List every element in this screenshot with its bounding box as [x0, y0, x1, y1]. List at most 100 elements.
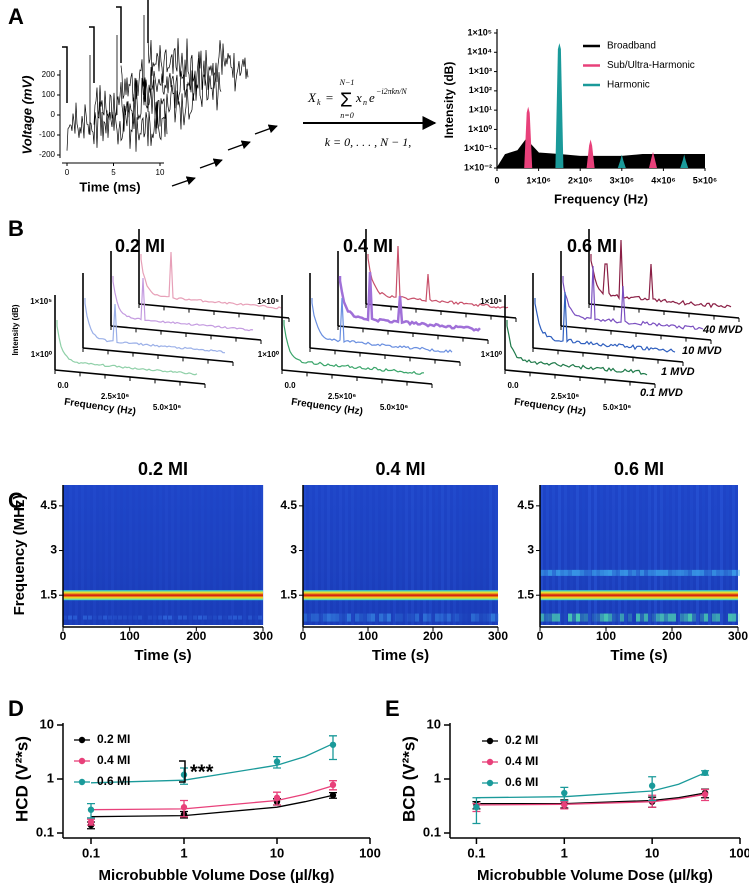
spectrogram-stripe [171, 485, 174, 625]
x-tick-label: 0.0 [507, 381, 519, 390]
spectrogram-speckle [716, 569, 720, 576]
spectrogram-stripe [75, 485, 78, 625]
spectrogram-speckle [173, 615, 177, 620]
equation-part: n=0 [340, 111, 353, 120]
spectrogram-stripe [135, 485, 138, 625]
data-point [180, 804, 188, 811]
y-tick-label: 1×10³ [469, 66, 492, 76]
data-point [87, 818, 95, 826]
spectrogram-speckle [544, 613, 548, 622]
spectrogram-stripe [714, 485, 717, 625]
spectrogram-speckle [700, 613, 704, 622]
legend-label: Sub/Ultra-Harmonic [607, 60, 695, 71]
spectrogram-stripe [111, 485, 114, 625]
x-tick-label: 100 [596, 629, 616, 643]
broadband-line [496, 138, 705, 169]
spectrogram-speckle [676, 569, 680, 576]
error-bar [472, 797, 481, 825]
spectrogram-stripe [117, 485, 120, 625]
spectrogram-speckle [128, 615, 132, 620]
plot-title: 0.4 MI [375, 459, 425, 479]
spectrogram-stripe [129, 485, 132, 625]
x-axis-title: Microbubble Volume Dose (µl/kg) [99, 867, 335, 884]
data-point [473, 804, 480, 811]
spectrogram-speckle [584, 569, 588, 576]
spectrogram-speckle [568, 569, 572, 576]
x-tick-label: 5 [111, 168, 116, 177]
spectrogram-speckle [592, 613, 596, 622]
spectrogram-speckle [339, 613, 343, 622]
spectrogram-stripe [606, 485, 609, 625]
waveform-trace [120, 57, 222, 112]
y-tick-label: 1×10⁻² [464, 162, 492, 172]
spectrogram-stripe [315, 485, 318, 625]
spectrogram-speckle [233, 615, 237, 620]
spectrogram-speckle [83, 615, 87, 620]
spectrogram-speckle [724, 569, 728, 576]
equation-part: x [355, 90, 362, 105]
x-tick-label: 200 [662, 629, 682, 643]
spectrogram-stripe [672, 485, 675, 625]
spectrogram-stripe [429, 485, 432, 625]
spectrogram-speckle [588, 614, 592, 622]
spectrogram-speckle [564, 569, 568, 576]
spectrogram-speckle [624, 613, 628, 622]
spectrogram-speckle [548, 613, 552, 622]
spectrogram-stripe [600, 485, 603, 625]
spectrogram-speckle [443, 613, 447, 622]
spectrogram-speckle [612, 613, 616, 622]
spectrum-trace [140, 251, 282, 310]
spectrogram-stripe [345, 485, 348, 625]
spectrogram-stripe [207, 485, 210, 625]
spectrogram-stripe [465, 485, 468, 625]
y-tick-label: 1×10⁰ [258, 350, 280, 359]
spectrogram-stripe [732, 485, 735, 625]
spectrogram-speckle [335, 613, 339, 622]
spectrogram-speckle [660, 613, 664, 622]
y-tick-label: 1×10² [469, 85, 492, 95]
spectrogram-speckle [307, 613, 311, 622]
spectrogram-stripe [630, 485, 633, 625]
y-tick-label: 1×10⁵ [480, 297, 502, 306]
spectrogram-speckle [168, 615, 172, 620]
spectrogram-speckle [656, 569, 660, 576]
x-tick-label: 5.0×10⁶ [603, 403, 632, 412]
spectrogram-stripe [471, 485, 474, 625]
spectrogram-speckle [700, 569, 704, 576]
spectrogram-stripe [552, 485, 555, 625]
spectrum-trace [506, 320, 648, 376]
spectrogram-stripe [612, 485, 615, 625]
spectrogram-speckle [668, 613, 672, 622]
x-tick-label: 0 [537, 629, 544, 643]
spectrogram-speckle [403, 613, 407, 622]
y-tick-label: 1×10⁰ [468, 124, 492, 134]
spectrogram-stripe [357, 485, 360, 625]
legend-marker [486, 779, 494, 787]
spectrogram-speckle [471, 613, 475, 622]
spectrum-trace [562, 265, 704, 330]
spectrogram-speckle [632, 569, 636, 576]
peak [586, 139, 595, 168]
data-point [273, 794, 281, 801]
spectrogram-speckle [580, 613, 584, 622]
series-label: 0.1 MVD [640, 387, 683, 399]
x-tick-label: 0.0 [57, 381, 69, 390]
spectrogram-speckle [628, 613, 632, 622]
plot-title: 0.6 MI [614, 459, 664, 479]
spectrogram-speckle [415, 613, 419, 622]
spectrogram-speckle [672, 613, 676, 622]
spectrogram-speckle [363, 613, 367, 622]
spectrogram-speckle [479, 613, 483, 622]
x-axis-title: Time (ms) [79, 179, 140, 194]
trigger-marker [116, 6, 122, 63]
spectrogram-speckle [311, 613, 315, 622]
x-tick-label: 0 [60, 629, 67, 643]
x-tick-label: 1×10⁶ [526, 175, 550, 185]
spectrogram-speckle [223, 615, 227, 620]
spectrogram-speckle [724, 614, 728, 622]
x-tick-label: 4×10⁶ [651, 175, 675, 185]
spectrogram-speckle [704, 613, 708, 622]
x-axis-title: Microbubble Volume Dose (µl/kg) [477, 867, 713, 884]
spectrogram-speckle [572, 569, 576, 576]
y-axis-title: Frequency (MHz) [11, 495, 28, 616]
